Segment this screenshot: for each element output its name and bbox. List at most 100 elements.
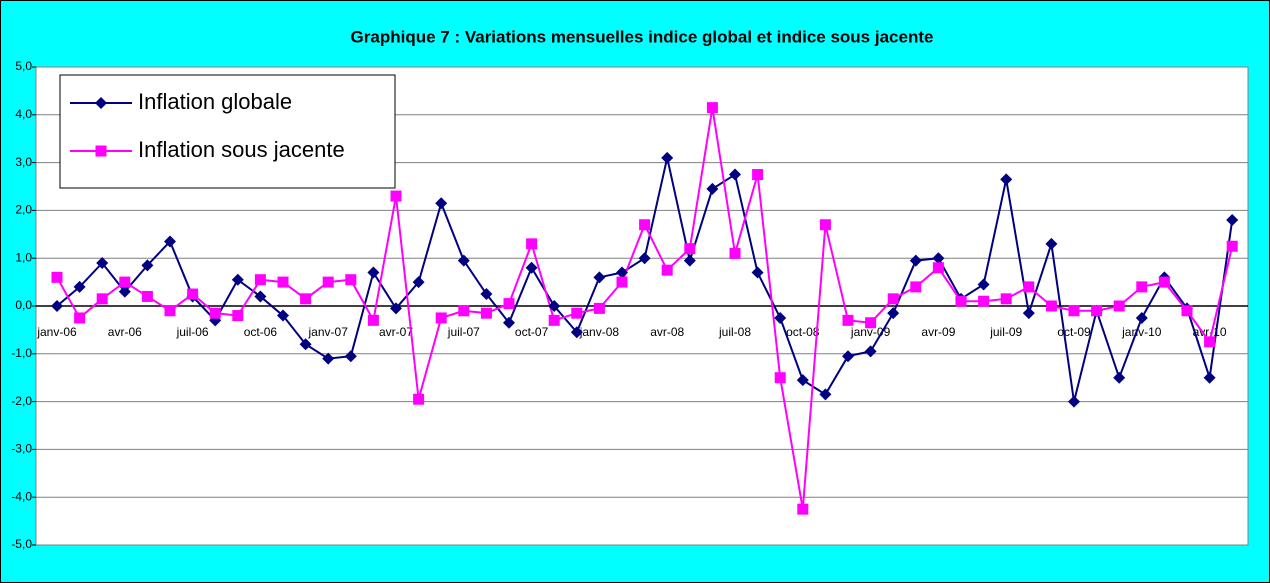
data-point xyxy=(706,182,719,195)
data-point xyxy=(955,295,967,307)
data-point xyxy=(639,219,651,231)
data-point xyxy=(300,293,312,305)
data-point xyxy=(1022,307,1035,320)
data-point xyxy=(706,102,718,114)
x-tick-label: avr-09 xyxy=(921,325,955,339)
data-point xyxy=(322,276,334,288)
data-point xyxy=(480,288,493,301)
data-point xyxy=(661,264,673,276)
data-point xyxy=(1136,281,1148,293)
data-point xyxy=(774,311,787,324)
data-point xyxy=(977,278,990,291)
x-tick-label: oct-07 xyxy=(515,325,549,339)
data-point xyxy=(119,276,131,288)
data-point xyxy=(141,290,153,302)
data-point xyxy=(616,266,628,279)
y-tick-label: -1,0 xyxy=(11,346,32,360)
legend-marker xyxy=(95,145,107,157)
data-point xyxy=(864,345,877,358)
chart-title: Graphique 7 : Variations mensuelles indi… xyxy=(351,27,934,46)
data-point xyxy=(209,307,221,319)
y-tick-label: 4,0 xyxy=(15,107,32,121)
x-tick-label: avr-06 xyxy=(108,325,142,339)
legend-label: Inflation globale xyxy=(138,89,292,114)
y-tick-label: 2,0 xyxy=(15,203,32,217)
data-point xyxy=(570,326,583,339)
data-point xyxy=(367,314,379,326)
data-point xyxy=(1068,305,1080,317)
data-point xyxy=(1113,300,1125,312)
x-tick-label: avr-08 xyxy=(650,325,684,339)
data-point xyxy=(96,293,108,305)
data-point xyxy=(345,274,357,286)
data-point xyxy=(164,305,176,317)
legend-label: Inflation sous jacente xyxy=(138,137,345,162)
data-point xyxy=(413,393,425,405)
data-point xyxy=(254,290,267,303)
y-tick-label: -5,0 xyxy=(11,537,32,551)
y-tick-label: -3,0 xyxy=(11,442,32,456)
data-point xyxy=(1158,276,1170,288)
data-point xyxy=(96,256,109,269)
data-point xyxy=(616,276,628,288)
data-point xyxy=(1181,305,1193,317)
data-point xyxy=(797,503,809,515)
data-point xyxy=(593,302,605,314)
data-point xyxy=(277,276,289,288)
data-point xyxy=(1068,395,1080,408)
data-point xyxy=(51,300,63,312)
data-point xyxy=(503,316,515,329)
data-point xyxy=(51,271,63,283)
data-point xyxy=(525,261,538,274)
data-point xyxy=(978,295,990,307)
x-tick-label: janv-06 xyxy=(36,325,77,339)
data-point xyxy=(74,312,86,324)
x-tick-label: oct-09 xyxy=(1057,325,1091,339)
data-point xyxy=(390,190,402,202)
data-point xyxy=(548,314,560,326)
data-point xyxy=(887,293,899,305)
data-point xyxy=(932,252,945,265)
data-point xyxy=(435,312,447,324)
x-tick-label: oct-06 xyxy=(244,325,278,339)
data-point xyxy=(752,169,764,181)
data-point xyxy=(774,372,786,384)
x-tick-label: juil-07 xyxy=(447,325,480,339)
data-point xyxy=(842,314,854,326)
y-tick-label: 1,0 xyxy=(15,250,32,264)
legend-box xyxy=(59,74,396,189)
data-point xyxy=(909,254,922,267)
data-point xyxy=(932,262,944,274)
data-point xyxy=(435,197,448,210)
data-point xyxy=(231,273,244,286)
data-point xyxy=(1135,311,1148,324)
data-point xyxy=(751,266,764,279)
data-point xyxy=(819,219,831,231)
data-point xyxy=(593,271,606,284)
data-point xyxy=(571,307,583,319)
y-tick-label: 3,0 xyxy=(15,155,32,169)
data-point xyxy=(1204,336,1216,348)
data-point xyxy=(865,317,877,329)
x-tick-label: juil-08 xyxy=(718,325,751,339)
data-point xyxy=(548,300,561,312)
data-point xyxy=(1226,213,1239,226)
data-point xyxy=(232,310,244,322)
y-tick-label: 0,0 xyxy=(15,298,32,312)
y-tick-label: -4,0 xyxy=(11,489,32,503)
data-point xyxy=(344,350,357,363)
data-point xyxy=(684,243,696,255)
data-point xyxy=(367,266,380,279)
y-tick-label: -2,0 xyxy=(11,394,32,408)
x-tick-label: janv-08 xyxy=(579,325,620,339)
y-tick-label: 5,0 xyxy=(15,59,32,73)
data-point xyxy=(1000,293,1012,305)
data-point xyxy=(164,235,176,248)
data-point xyxy=(187,288,199,300)
data-point xyxy=(1091,305,1103,317)
data-point xyxy=(661,151,674,164)
data-point xyxy=(480,307,492,319)
data-point xyxy=(457,254,470,267)
data-point xyxy=(1023,281,1035,293)
